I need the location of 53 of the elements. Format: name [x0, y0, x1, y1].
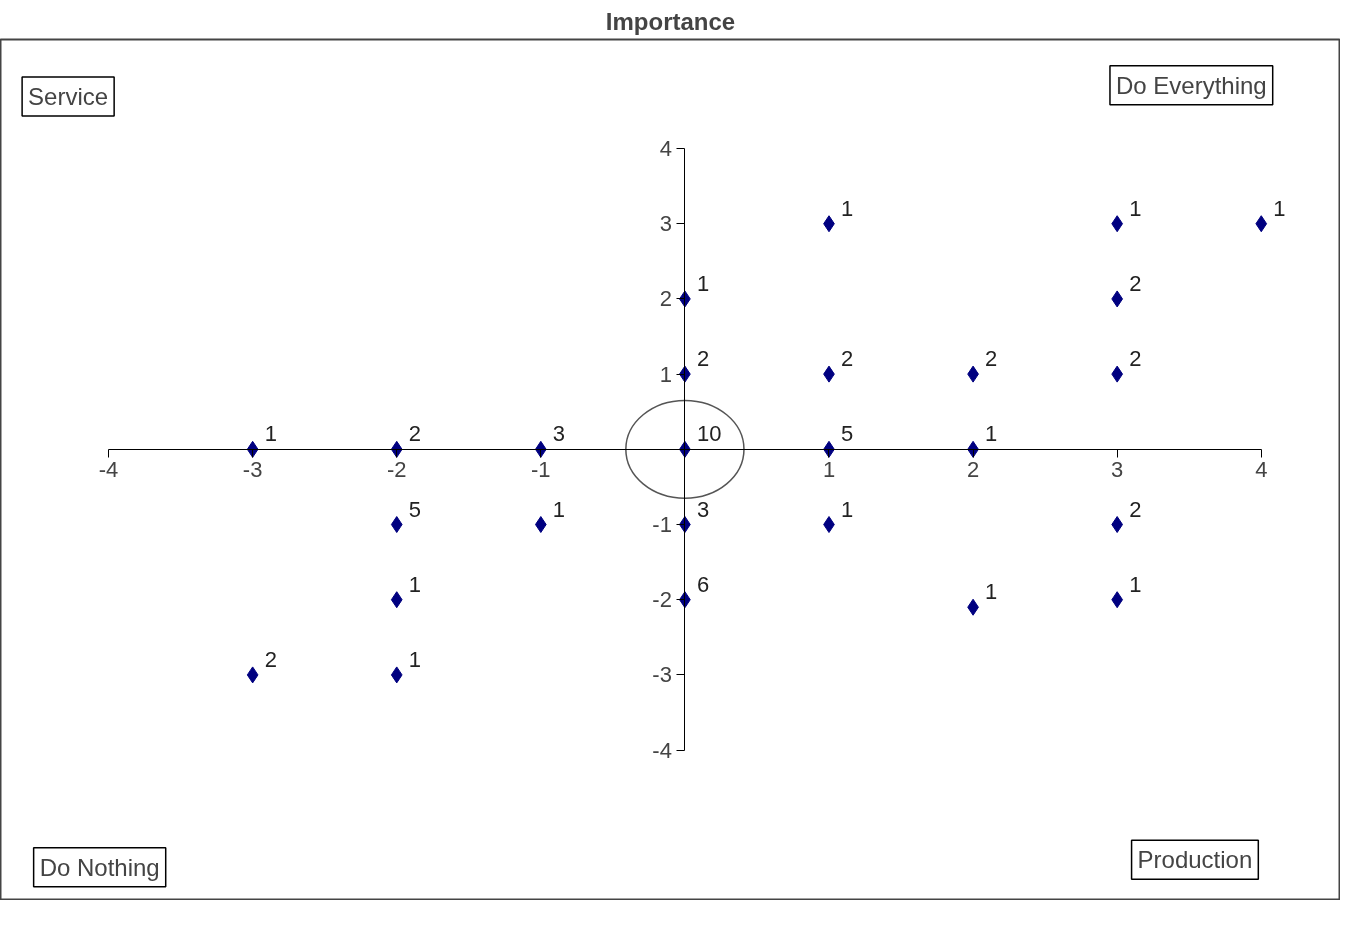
point: [534, 516, 547, 534]
y-tick-label: -4: [652, 737, 672, 763]
x-tick-label: 1: [822, 457, 836, 483]
annotation: 1: [1273, 195, 1286, 221]
x-tick-label: 3: [1111, 457, 1124, 483]
annotation: 1: [1129, 195, 1142, 221]
x-tick-label: 2: [966, 457, 980, 483]
annotation: 10: [696, 421, 722, 447]
annotation: 1: [1129, 571, 1142, 597]
annotation: 1: [696, 270, 710, 296]
y-tick-label: 3: [659, 211, 672, 237]
annotation: 1: [552, 496, 566, 522]
point: [246, 666, 259, 684]
text: Do Everything: [1115, 71, 1267, 99]
annotation: 1: [840, 195, 854, 221]
annotation: 5: [408, 496, 421, 522]
y-tick-label: 1: [659, 361, 672, 387]
point: [390, 666, 403, 684]
x-tick-label: -4: [98, 457, 119, 483]
text: Production: [1137, 846, 1253, 874]
y-tick-label: 2: [659, 286, 672, 312]
annotation: 2: [696, 346, 710, 372]
annotation: 1: [408, 571, 421, 597]
chart-title: Importance: [605, 7, 736, 35]
y-tick-label: 4: [659, 136, 672, 162]
point: [1255, 215, 1268, 233]
annotation: 6: [696, 571, 710, 597]
x-tick-label: -3: [242, 457, 263, 483]
text: Service: [28, 83, 109, 111]
annotation: 3: [552, 421, 566, 447]
y-tick-label: -1: [652, 512, 672, 538]
annotation: 2: [264, 646, 277, 672]
annotation: 5: [840, 421, 854, 447]
y-tick-label: -2: [652, 587, 672, 613]
annotation: 1: [408, 646, 421, 672]
annotation: 2: [840, 346, 854, 372]
annotation: 2: [1129, 346, 1142, 372]
annotation: 2: [408, 421, 421, 447]
annotation: 2: [1129, 496, 1142, 522]
annotation: 2: [1129, 270, 1142, 296]
annotation: 2: [985, 346, 998, 372]
x-tick-label: -2: [386, 457, 407, 483]
annotation: 1: [985, 421, 998, 447]
point: [390, 516, 403, 534]
x-tick-label: 4: [1255, 457, 1268, 483]
y-tick-label: -3: [652, 662, 672, 688]
annotation: 1: [840, 496, 854, 522]
x-tick-label: -1: [531, 457, 551, 483]
annotation: 1: [264, 421, 277, 447]
annotation: 1: [985, 579, 998, 605]
annotation: 3: [696, 496, 710, 522]
text: Do Nothing: [39, 853, 160, 881]
point: [390, 591, 403, 609]
